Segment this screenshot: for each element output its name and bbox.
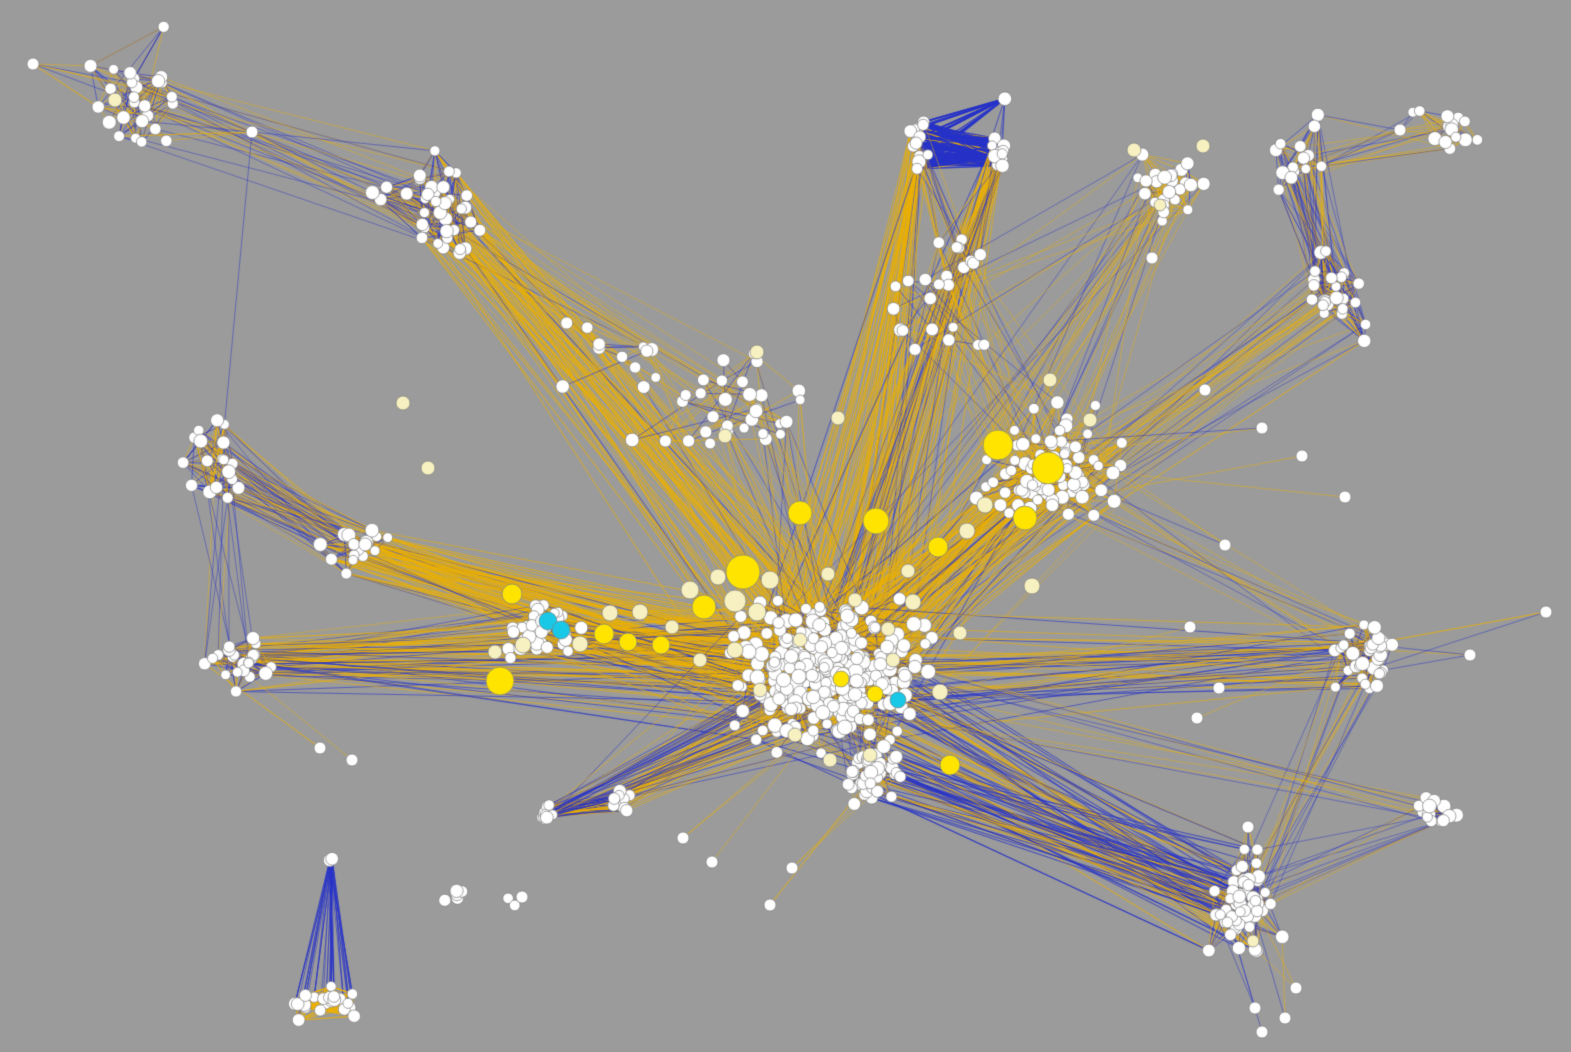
network-graph-canvas[interactable] bbox=[0, 0, 1571, 1052]
graph-viewport bbox=[0, 0, 1571, 1052]
